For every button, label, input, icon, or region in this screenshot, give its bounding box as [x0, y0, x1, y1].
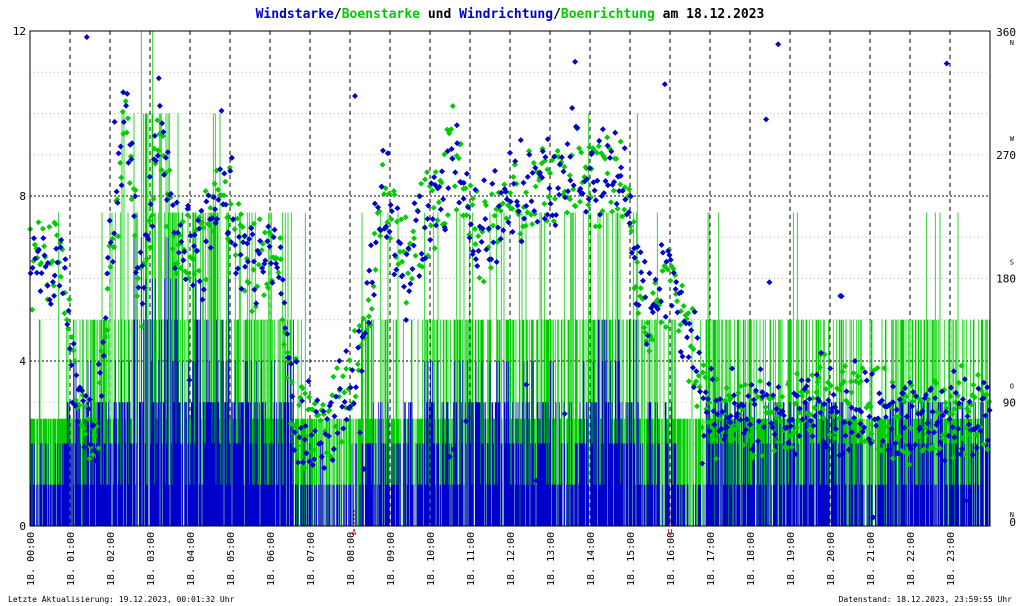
series-gust-direction: [27, 98, 993, 472]
x-tick-label: 18. 11:00: [466, 532, 477, 586]
x-tick-label: 18. 07:00: [306, 532, 317, 586]
x-tick-label: 18. 17:00: [706, 532, 717, 586]
y2-tick-label: 90: [1003, 396, 1016, 409]
x-tick-label: 18. 06:00: [266, 532, 277, 586]
x-tick-label: 18. 08:00: [346, 532, 357, 586]
y2-tick-label: 180: [996, 273, 1016, 286]
x-tick-label: 18. 22:00: [906, 532, 917, 586]
x-tick-label: 18. 00:00: [26, 532, 37, 586]
x-tick-label: 18. 03:00: [146, 532, 157, 586]
title-part-0: Windstarke: [256, 7, 334, 22]
direction-letter: N: [1010, 511, 1014, 519]
y2-tick-label: 360: [996, 26, 1016, 39]
x-tick-label: 18. 02:00: [106, 532, 117, 586]
y2-tick-label: 0: [1009, 516, 1016, 529]
title-part-5: /: [553, 7, 561, 22]
y-tick-label: 12: [13, 25, 26, 38]
y-tick-label: 0: [19, 520, 26, 533]
x-tick-label: 18. 09:00: [386, 532, 397, 586]
title-part-7: am 18.12.2023: [655, 7, 765, 22]
x-tick-label: 18. 21:00: [866, 532, 877, 586]
x-tick-label: 18. 19:00: [786, 532, 797, 586]
chart-title: Windstarke/Boenstarke und Windrichtung/B…: [256, 7, 765, 22]
x-tick-label: 18. 10:00: [426, 532, 437, 586]
plot-frame: [29, 30, 991, 527]
x-tick-label: 18. 20:00: [826, 532, 837, 586]
y2-tick-label: 270: [996, 149, 1016, 162]
marker-label: U: [668, 528, 673, 537]
title-part-2: Boenstarke: [342, 7, 420, 22]
x-tick-label: 18. 04:00: [186, 532, 197, 586]
x-tick-label: 18. 05:00: [226, 532, 237, 586]
footer-data-status: Datenstand: 18.12.2023, 23:59:55 Uhr: [839, 595, 1013, 604]
x-tick-label: 18. 13:00: [546, 532, 557, 586]
y-tick-label: 4: [19, 355, 26, 368]
x-tick-label: 18. 23:00: [946, 532, 957, 586]
direction-letter: W: [1010, 135, 1015, 143]
x-tick-label: 18. 12:00: [506, 532, 517, 586]
direction-letter: S: [1010, 259, 1014, 267]
title-part-3: und: [420, 7, 459, 22]
x-tick-label: 18. 18:00: [746, 532, 757, 586]
footer-last-update: Letzte Aktualisierung: 19.12.2023, 00:01…: [8, 595, 235, 604]
marker-label: A: [352, 528, 357, 537]
title-part-4: Windrichtung: [459, 7, 553, 22]
title-part-1: /: [334, 7, 342, 22]
x-tick-label: 18. 15:00: [626, 532, 637, 586]
x-tick-label: 18. 14:00: [586, 532, 597, 586]
title-part-6: Boenrichtung: [561, 7, 655, 22]
x-tick-label: 18. 16:00: [666, 532, 677, 586]
y-tick-label: 8: [19, 190, 26, 203]
direction-letter: N: [1010, 39, 1014, 47]
direction-letter: O: [1010, 382, 1014, 390]
x-tick-label: 18. 01:00: [66, 532, 77, 586]
